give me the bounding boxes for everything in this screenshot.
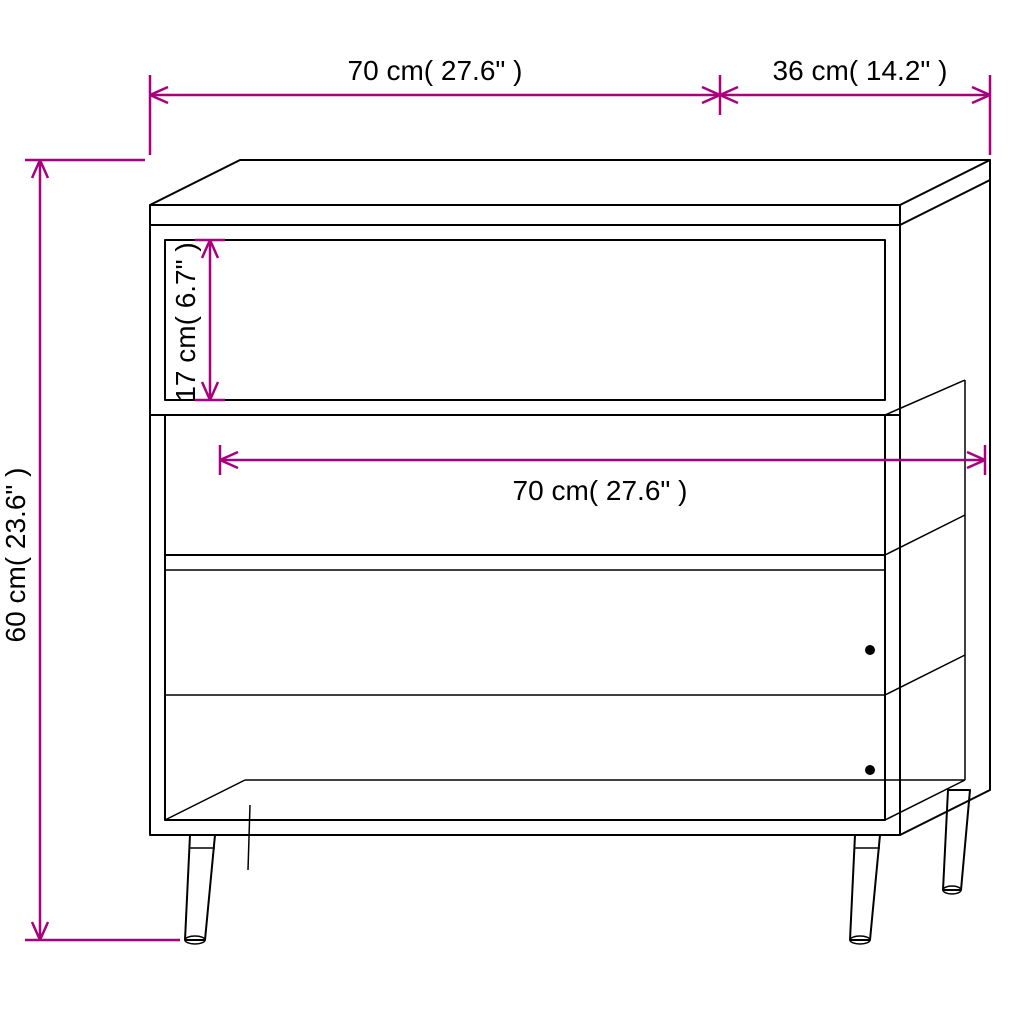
dimension-diagram: 70 cm( 27.6" ) 36 cm( 14.2" ) 60 cm( 23.… [0, 0, 1024, 1024]
label-height-left: 60 cm( 23.6" ) [0, 468, 31, 643]
furniture-outline [150, 160, 990, 944]
dim-inner-width [220, 445, 985, 475]
dim-depth-top [720, 75, 990, 155]
label-depth-top: 36 cm( 14.2" ) [773, 55, 948, 86]
dim-height-left [25, 160, 180, 940]
label-width-top: 70 cm( 27.6" ) [348, 55, 523, 86]
dim-width-top [150, 75, 720, 155]
label-drawer-h: 17 cm( 6.7" ) [170, 242, 201, 401]
label-inner-width: 70 cm( 27.6" ) [513, 475, 688, 506]
